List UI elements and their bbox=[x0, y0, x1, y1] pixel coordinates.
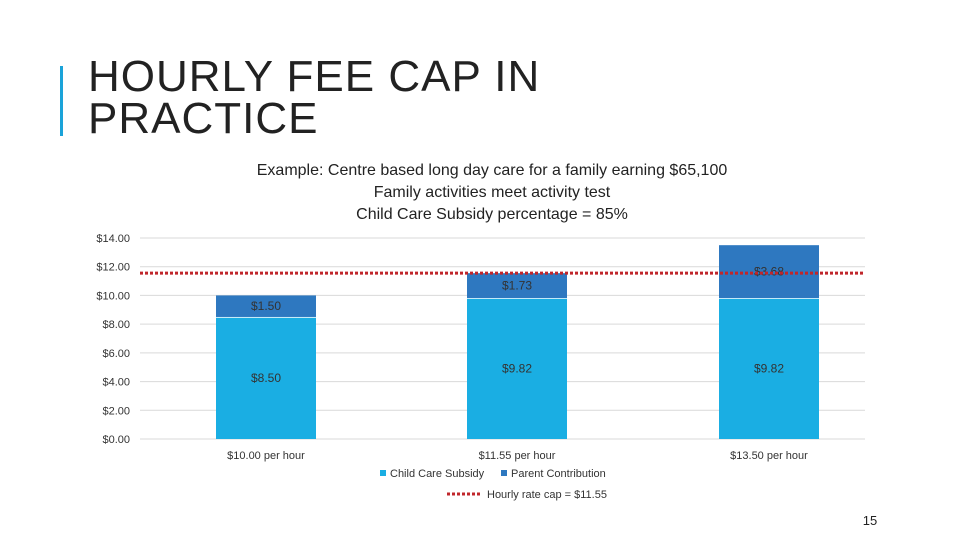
subtitle-line-2: Family activities meet activity test bbox=[373, 184, 611, 201]
subtitle-line-1: Example: Centre based long day care for … bbox=[256, 162, 728, 179]
bar-subsidy bbox=[216, 316, 316, 439]
title-accent-bar bbox=[60, 66, 63, 136]
bar-parent-contribution bbox=[719, 245, 819, 299]
y-tick-label: $6.00 bbox=[102, 348, 130, 360]
x-category-label: $13.50 per hour bbox=[730, 450, 808, 462]
subtitle-line-3: Child Care Subsidy percentage = 85% bbox=[356, 206, 628, 223]
y-tick-label: $2.00 bbox=[102, 405, 130, 417]
data-label: $1.50 bbox=[251, 299, 281, 313]
bar-parent-contribution bbox=[467, 273, 567, 299]
bar-parent-contribution bbox=[216, 295, 316, 317]
legend: Child Care Subsidy Parent Contribution Hou… bbox=[380, 468, 607, 501]
data-label: $9.82 bbox=[754, 362, 784, 376]
title-line-2: PRACTICE bbox=[88, 94, 319, 143]
y-tick-label: $4.00 bbox=[102, 377, 130, 389]
bars: $8.50 $1.50 $9.82 $1.73 $9.82 $3.68 bbox=[216, 245, 819, 439]
legend-swatch-parent bbox=[501, 470, 507, 476]
y-tick-label: $8.00 bbox=[102, 319, 130, 331]
bar-subsidy bbox=[719, 298, 819, 439]
bar-subsidy bbox=[467, 298, 567, 439]
y-tick-label: $0.00 bbox=[102, 434, 130, 446]
chart-subtitle: Example: Centre based long day care for … bbox=[182, 160, 802, 226]
y-axis-ticks: $0.00 $2.00 $4.00 $6.00 $8.00 $10.00 $12.00 $14… bbox=[96, 233, 130, 446]
x-category-label: $11.55 per hour bbox=[479, 450, 556, 462]
y-tick-label: $12.00 bbox=[96, 262, 130, 274]
data-label: $3.68 bbox=[754, 265, 784, 279]
legend-label-parent: Parent Contribution bbox=[511, 468, 606, 480]
y-tick-label: $10.00 bbox=[96, 290, 130, 302]
x-category-label: $10.00 per hour bbox=[227, 450, 305, 462]
x-axis-categories: $10.00 per hour $11.55 per hour $13.50 per… bbox=[227, 450, 808, 462]
stacked-bar-chart: $0.00 $2.00 $4.00 $6.00 $8.00 $10.00 $12.00 $14… bbox=[96, 233, 865, 501]
data-label: $1.73 bbox=[502, 279, 532, 293]
data-label: $9.82 bbox=[502, 362, 532, 376]
page-number: 15 bbox=[862, 513, 878, 528]
slide-title: HOURLY FEE CAP IN PRACTICE bbox=[88, 55, 708, 143]
legend-label-subsidy: Child Care Subsidy bbox=[390, 468, 485, 480]
legend-swatch-subsidy bbox=[380, 470, 386, 476]
title-line-1: HOURLY FEE CAP IN bbox=[88, 52, 541, 101]
legend-label-cap: Hourly rate cap = $11.55 bbox=[487, 489, 607, 501]
data-label: $8.50 bbox=[251, 371, 281, 385]
y-tick-label: $14.00 bbox=[96, 233, 130, 245]
